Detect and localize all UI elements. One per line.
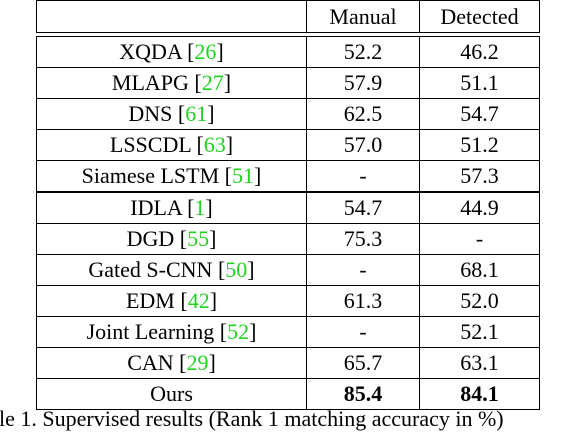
detected-value-cell: - [419, 223, 540, 255]
manual-value-cell: - [306, 160, 420, 193]
results-table-body: XQDA [26] 52.2 46.2 MLAPG [27] 57.9 51.1 DNS [… [36, 36, 540, 410]
table-row: EDM [42] 61.3 52.0 [36, 285, 540, 317]
table-row: IDLA [1] 54.7 44.9 [36, 191, 540, 224]
manual-value-cell: 62.5 [306, 98, 420, 130]
header-manual-cell: Manual [306, 0, 420, 33]
citation-link[interactable]: 26 [194, 39, 217, 64]
citation-link[interactable]: 29 [186, 350, 209, 375]
table-caption: ble 1. Supervised results (Rank 1 matchi… [0, 406, 504, 431]
method-name: LSSCDL [109, 132, 191, 157]
manual-value-cell: 57.0 [306, 129, 420, 161]
table-row: XQDA [26] 52.2 46.2 [36, 36, 540, 68]
method-cell: CAN [29] [36, 347, 307, 379]
results-table: XQDA [26] 52.2 46.2 MLAPG [27] 57.9 51.1 DNS [… [36, 36, 540, 410]
method-cell: LSSCDL [63] [36, 129, 307, 161]
method-name: Gated S-CNN [88, 257, 213, 282]
citation-link[interactable]: 42 [187, 288, 210, 313]
ours-manual-cell: 85.4 [306, 378, 420, 410]
detected-value-cell: 57.3 [419, 160, 540, 193]
method-cell: DNS [61] [36, 98, 307, 130]
manual-value-cell: 75.3 [306, 223, 420, 255]
method-cell: Gated S-CNN [50] [36, 254, 307, 286]
ours-row: Ours 85.4 84.1 [36, 378, 540, 410]
table-row: Gated S-CNN [50] -68.1 [36, 254, 540, 286]
method-cell: MLAPG [27] [36, 67, 307, 99]
detected-value-cell: 54.7 [419, 98, 540, 130]
method-name: DGD [126, 226, 175, 251]
detected-value-cell: 52.1 [419, 316, 540, 348]
method-name: IDLA [130, 195, 182, 220]
method-cell: EDM [42] [36, 285, 307, 317]
citation-link[interactable]: 52 [227, 319, 250, 344]
citation-link[interactable]: 63 [203, 132, 226, 157]
manual-value-cell: 57.9 [306, 67, 420, 99]
citation-link[interactable]: 1 [194, 195, 206, 220]
table-row: LSSCDL [63] 57.0 51.2 [36, 129, 540, 161]
manual-value-cell: 61.3 [306, 285, 420, 317]
table-row: DGD [55] 75.3- [36, 223, 540, 255]
manual-value-cell: 52.2 [306, 36, 420, 68]
manual-value-cell: - [306, 254, 420, 286]
method-name: Siamese LSTM [81, 163, 220, 188]
citation-link[interactable]: 51 [232, 163, 254, 188]
citation-link[interactable]: 27 [201, 70, 224, 95]
manual-value-cell: 65.7 [306, 347, 420, 379]
detected-value-cell: 52.0 [419, 285, 540, 317]
citation-link[interactable]: 50 [225, 257, 248, 282]
method-name: MLAPG [111, 70, 189, 95]
detected-value-cell: 51.2 [419, 129, 540, 161]
method-name: EDM [125, 288, 175, 313]
table-row: MLAPG [27] 57.9 51.1 [36, 67, 540, 99]
method-cell: Joint Learning [52] [36, 316, 307, 348]
ours-method-cell: Ours [36, 378, 307, 410]
table-row: Siamese LSTM [51] -57.3 [36, 160, 540, 193]
ours-detected-cell: 84.1 [419, 378, 540, 410]
detected-value-cell: 51.1 [419, 67, 540, 99]
method-name: DNS [128, 101, 173, 126]
method-name: XQDA [119, 39, 182, 64]
detected-value-cell: 44.9 [419, 191, 540, 224]
method-name: Joint Learning [86, 319, 215, 344]
method-cell: Siamese LSTM [51] [36, 160, 307, 193]
detected-value-cell: 63.1 [419, 347, 540, 379]
table-header: Manual Detected [36, 0, 540, 33]
method-cell: IDLA [1] [36, 191, 307, 224]
detected-value-cell: 68.1 [419, 254, 540, 286]
table-row: CAN [29] 65.7 63.1 [36, 347, 540, 379]
method-cell: XQDA [26] [36, 36, 307, 68]
header-detected-cell: Detected [419, 0, 540, 33]
manual-value-cell: 54.7 [306, 191, 420, 224]
citation-link[interactable]: 55 [187, 226, 210, 251]
header-row: Manual Detected [36, 0, 540, 33]
citation-link[interactable]: 61 [185, 101, 208, 126]
header-method-cell [36, 0, 307, 33]
method-cell: DGD [55] [36, 223, 307, 255]
method-name: CAN [127, 350, 174, 375]
table-row: Joint Learning [52] -52.1 [36, 316, 540, 348]
detected-value-cell: 46.2 [419, 36, 540, 68]
table-row: DNS [61] 62.5 54.7 [36, 98, 540, 130]
manual-value-cell: - [306, 316, 420, 348]
